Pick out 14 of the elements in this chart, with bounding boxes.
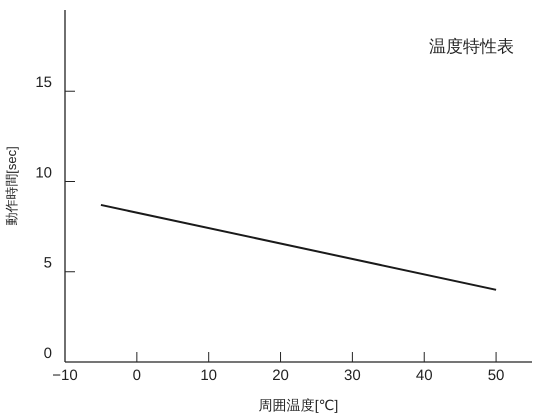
y-tick-label: 0 bbox=[44, 345, 52, 362]
x-tick-label: 10 bbox=[200, 367, 218, 384]
x-axis-title: 周囲温度[℃] bbox=[258, 397, 338, 413]
y-tick-label: 5 bbox=[44, 254, 52, 272]
text: 温度特性表 bbox=[429, 37, 514, 56]
x-tick-label: 50 bbox=[488, 367, 504, 384]
x-tick-label: 30 bbox=[344, 367, 361, 384]
x-tick-label: −10 bbox=[52, 367, 78, 384]
y-tick-label: 15 bbox=[35, 74, 52, 92]
x-tick-label: 40 bbox=[416, 367, 433, 384]
y-axis-title: 動作時間[sec] bbox=[4, 146, 19, 226]
x-tick-label: 20 bbox=[272, 367, 289, 384]
y-tick-label: 10 bbox=[35, 164, 52, 182]
x-tick-label: 0 bbox=[132, 367, 142, 384]
